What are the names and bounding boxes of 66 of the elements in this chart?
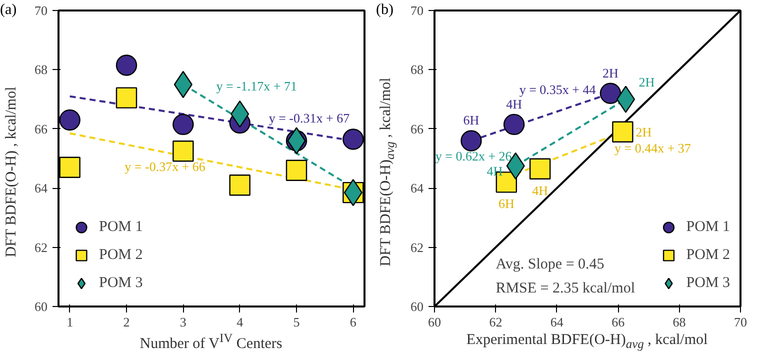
annotation: Avg. Slope = 0.45 bbox=[496, 256, 604, 272]
series-label: y = -1.17x + 71 bbox=[216, 78, 297, 94]
x-tick-label: 66 bbox=[612, 314, 626, 330]
y-tick-label: 62 bbox=[34, 240, 48, 255]
point bbox=[612, 121, 634, 142]
y-tick-label: 68 bbox=[410, 62, 424, 78]
x-tick-label: 60 bbox=[428, 314, 441, 330]
y-tick-label: 64 bbox=[34, 180, 48, 196]
annotation: 2H bbox=[636, 124, 652, 140]
x-tick-label: 2 bbox=[123, 314, 130, 330]
series-label: y = -0.31x + 67 bbox=[268, 110, 350, 126]
x-tick-label: 3 bbox=[180, 314, 186, 330]
point bbox=[59, 109, 80, 131]
y-tick-label: 70 bbox=[34, 3, 48, 18]
x-tick-label: 5 bbox=[293, 314, 300, 330]
point bbox=[460, 130, 482, 152]
series-label: y = 0.35x + 44 bbox=[519, 82, 596, 97]
annotation: 4H bbox=[532, 182, 548, 198]
annotation: 2H bbox=[638, 74, 655, 90]
point bbox=[616, 86, 636, 113]
annotation: 4H bbox=[506, 96, 522, 112]
x-axis-title: Experimental BDFE(O-H)$_{avg}$ , kcal/mol bbox=[465, 331, 709, 353]
annotation: 2H bbox=[602, 65, 618, 80]
legend-label: POM 2 bbox=[99, 246, 143, 264]
x-tick-label: 64 bbox=[550, 314, 564, 330]
y-tick-label: 68 bbox=[34, 62, 48, 78]
legend-label: POM 3 bbox=[99, 274, 143, 292]
point bbox=[503, 114, 525, 136]
y-axis-title: DFT BDFE(O-H) , kcal/mol bbox=[2, 86, 20, 258]
chart-title: (b) bbox=[376, 1, 394, 20]
y-tick-label: 66 bbox=[410, 121, 424, 136]
series-label: y = 0.62x + 26 bbox=[435, 148, 512, 164]
x-tick-label: 4 bbox=[236, 314, 244, 330]
annotation: RMSE = 2.35 kcal/mol bbox=[496, 280, 635, 296]
point bbox=[229, 174, 250, 196]
series-label: y = -0.37x + 66 bbox=[124, 158, 206, 174]
chart-title: (a) bbox=[0, 1, 17, 20]
y-tick-label: 70 bbox=[410, 3, 424, 18]
y-tick-label: 60 bbox=[34, 299, 48, 314]
x-tick-label: 6 bbox=[350, 314, 357, 330]
x-tick-label: 70 bbox=[734, 314, 747, 330]
x-tick-label: 1 bbox=[66, 314, 74, 330]
y-tick-label: 62 bbox=[410, 240, 424, 255]
x-tick-label: 68 bbox=[672, 314, 686, 330]
legend-label: POM 2 bbox=[686, 246, 730, 264]
point bbox=[116, 54, 138, 76]
point bbox=[286, 160, 308, 181]
point bbox=[116, 87, 138, 108]
annotation: 6H bbox=[463, 112, 480, 128]
legend-label: POM 3 bbox=[686, 274, 730, 292]
legend-label: POM 1 bbox=[686, 218, 730, 236]
point bbox=[172, 140, 194, 162]
x-axis-title: Number of V$^{IV}$ Centers bbox=[138, 330, 284, 354]
legend-label: POM 1 bbox=[99, 218, 143, 236]
point bbox=[600, 82, 622, 104]
y-tick-label: 66 bbox=[34, 121, 48, 136]
point bbox=[172, 114, 194, 136]
point bbox=[529, 158, 551, 180]
annotation: 4H bbox=[486, 163, 503, 178]
point bbox=[342, 128, 364, 150]
y-tick-label: 60 bbox=[410, 299, 424, 314]
x-tick-label: 62 bbox=[489, 314, 502, 330]
point bbox=[59, 156, 80, 178]
y-tick-label: 64 bbox=[410, 180, 424, 196]
annotation: 6H bbox=[498, 196, 514, 212]
series-label: y = 0.44x + 37 bbox=[614, 140, 692, 156]
